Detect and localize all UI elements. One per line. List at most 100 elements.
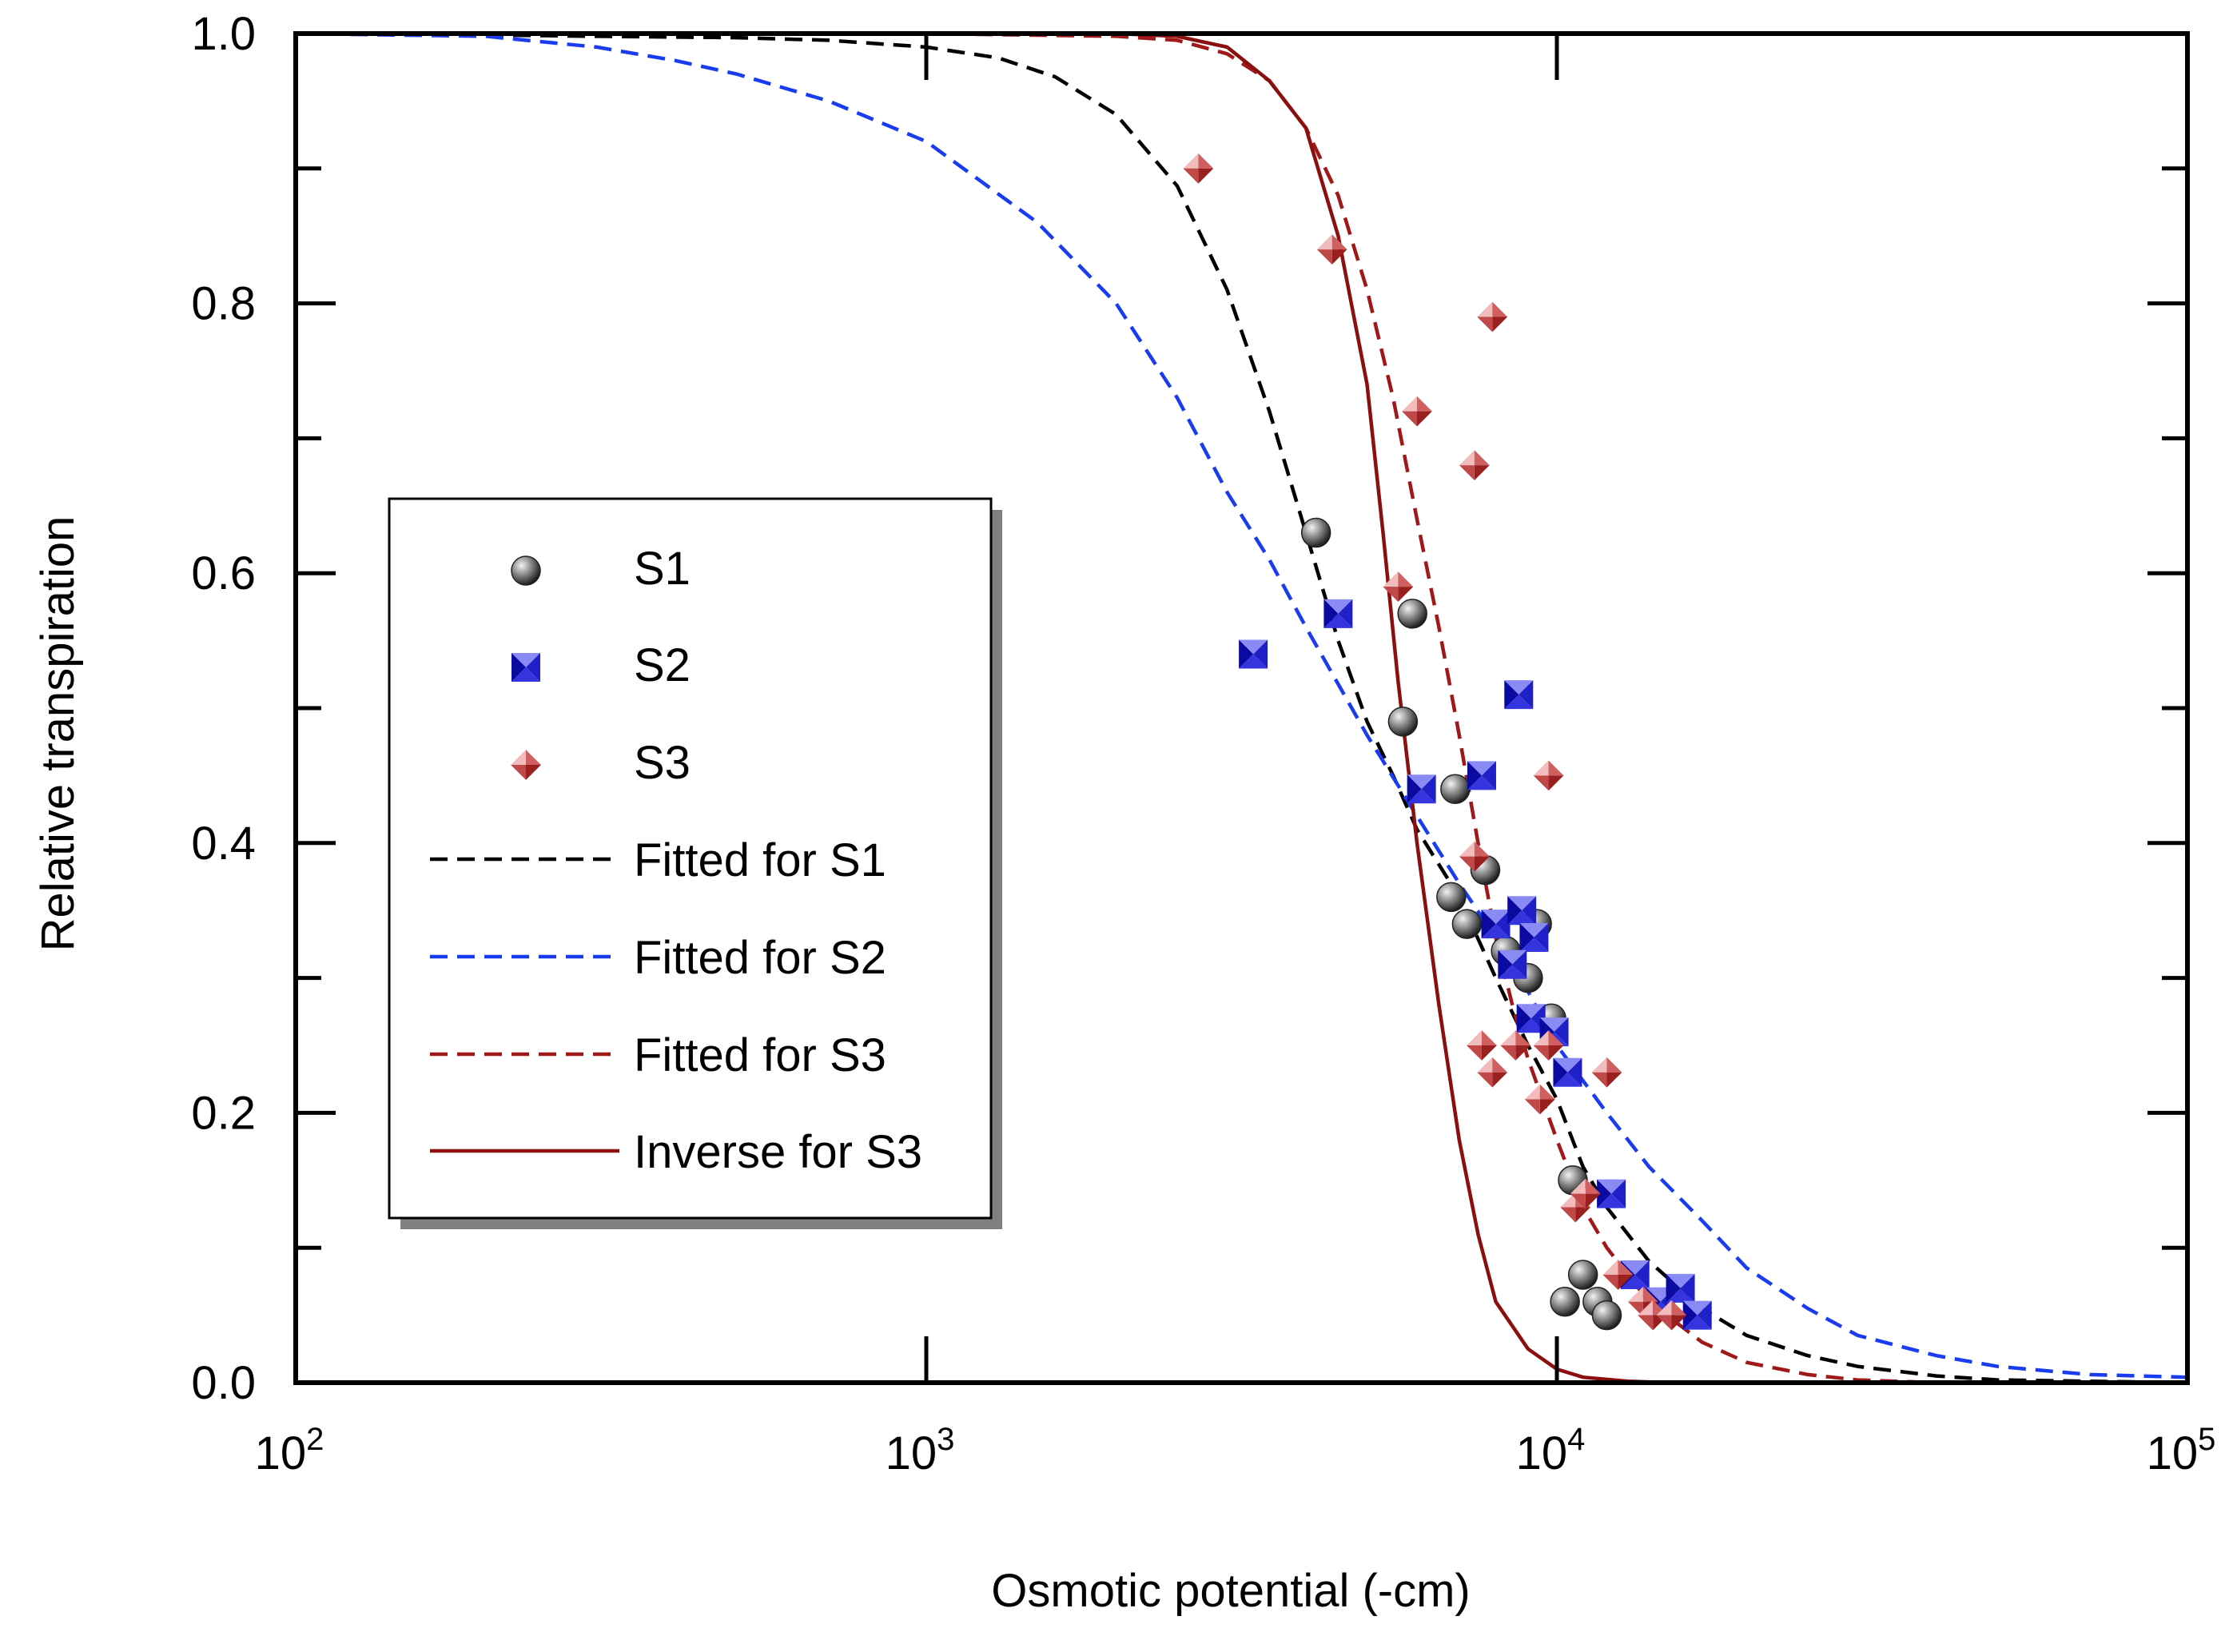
diamond-lower-left-face [1638,1315,1654,1331]
diamond-lower-right-face [1606,1072,1622,1088]
square-right-face [1481,761,1496,790]
square-right-face [1554,1017,1569,1047]
legend-marker [511,555,541,586]
x-tick-label: 105 [2147,1422,2216,1479]
x-tick-label: 102 [255,1422,324,1479]
y-tick-label: 0.4 [191,818,256,870]
diamond-lower-left-face [1560,1207,1576,1223]
point-s1-5 [1451,909,1483,939]
square-left-face [1507,896,1523,926]
square-left-face [1519,922,1534,952]
square-right-face [1421,774,1436,804]
legend-item-fitted-for-s3: Fitted for S3 [430,1029,886,1081]
square-top-face [1597,1179,1626,1194]
point-s3-19 [1656,1300,1687,1331]
diamond-lower-right-face [1539,1099,1555,1115]
diamond-lower-left-face [1402,411,1417,427]
point-s3-3 [1402,396,1432,427]
diamond-upper-left-face [1591,1057,1607,1073]
square-left-face [1323,599,1339,628]
point-s3-1 [1316,234,1347,265]
square-bottom-face [1507,910,1537,926]
square-bottom-face [511,667,540,682]
legend-item-s1: S1 [511,543,691,595]
circle-shape [1397,599,1427,629]
diamond-upper-left-face [1627,1286,1643,1302]
point-s3-7 [1459,841,1490,872]
square-bottom-face [1239,654,1268,669]
point-s2-0 [1239,639,1268,669]
diamond-lower-left-face [1524,1099,1540,1115]
legend-item-fitted-for-s1: Fitted for S1 [430,834,886,886]
square-right-face [1495,910,1511,939]
point-s2-16 [1682,1300,1712,1330]
point-s3-18 [1638,1300,1669,1331]
square-bottom-face [1620,1274,1650,1289]
point-s3-13 [1591,1057,1622,1088]
diamond-lower-left-face [1533,775,1549,791]
square-right-face [1522,896,1537,926]
x-tick-label: 103 [886,1422,955,1479]
diamond-lower-left-face [1627,1301,1643,1317]
point-s2-11 [1553,1057,1582,1087]
square-right-face [1534,922,1549,952]
square-left-face [1666,1273,1681,1303]
diamond-lower-left-face [511,765,526,780]
point-s2-3 [1467,761,1496,790]
diamond-upper-right-face [1618,1260,1634,1275]
legend-marker [511,750,541,780]
point-s2-6 [1507,896,1537,926]
square-right-face [1338,599,1353,628]
square-bottom-face [1597,1193,1626,1208]
diamond-upper-right-face [1481,1030,1497,1045]
square-top-face [1620,1260,1650,1275]
data-points [1183,153,1712,1331]
diamond-lower-right-face [1474,856,1490,872]
diamond-upper-left-face [1570,1178,1586,1194]
square-top-face [1504,680,1534,695]
circle-shape [1591,1300,1622,1331]
diamond-upper-right-face [1671,1300,1687,1316]
point-s1-0 [1300,517,1331,548]
square-bottom-face [1498,964,1527,979]
series-points-s2 [1239,599,1712,1330]
diamond-upper-right-face [1474,841,1490,857]
diamond-upper-right-face [1416,396,1432,412]
diamond-upper-right-face [1642,1286,1658,1302]
diamond-lower-left-face [1459,465,1475,481]
diamond-upper-left-face [1477,1057,1493,1073]
diamond-lower-right-face [1398,587,1414,602]
legend-label: Fitted for S3 [634,1029,886,1081]
point-s1-3 [1440,774,1471,805]
point-s3-15 [1570,1178,1601,1209]
diamond-lower-right-face [1548,1045,1564,1061]
square-bottom-face [1516,1018,1546,1033]
diamond-upper-right-face [1492,301,1508,317]
diamond-lower-right-face [1481,1045,1497,1061]
diamond-upper-right-face [1398,571,1414,587]
square-left-face [1407,774,1422,804]
y-tick-label: 0.8 [191,278,256,330]
diamond-lower-left-face [1477,1072,1493,1088]
diamond-upper-left-face [1533,760,1549,776]
point-s3-5 [1383,571,1414,602]
point-s2-5 [1481,910,1511,939]
square-top-face [1239,639,1268,655]
axis-ticks: 102 103 104 105 0.0 0.2 0.4 0.6 0.8 1.0 [191,8,2215,1479]
square-right-face [1512,949,1527,979]
series-line-fitted-for-s3 [296,31,2187,1385]
square-bottom-face [1504,695,1534,710]
diamond-lower-right-face [1492,1072,1508,1088]
y-tick-label: 0.2 [191,1087,256,1139]
diamond-lower-left-face [1183,168,1199,184]
square-right-face [1567,1057,1582,1087]
square-bottom-face [1553,1072,1582,1087]
square-top-face [1666,1273,1695,1288]
square-right-face [526,653,540,682]
square-right-face [1253,639,1268,669]
diamond-upper-left-face [1638,1300,1654,1316]
point-s1-4 [1436,882,1467,913]
y-axis-title: Relative transpiration [32,516,84,952]
legend-item-s2: S2 [511,639,691,691]
